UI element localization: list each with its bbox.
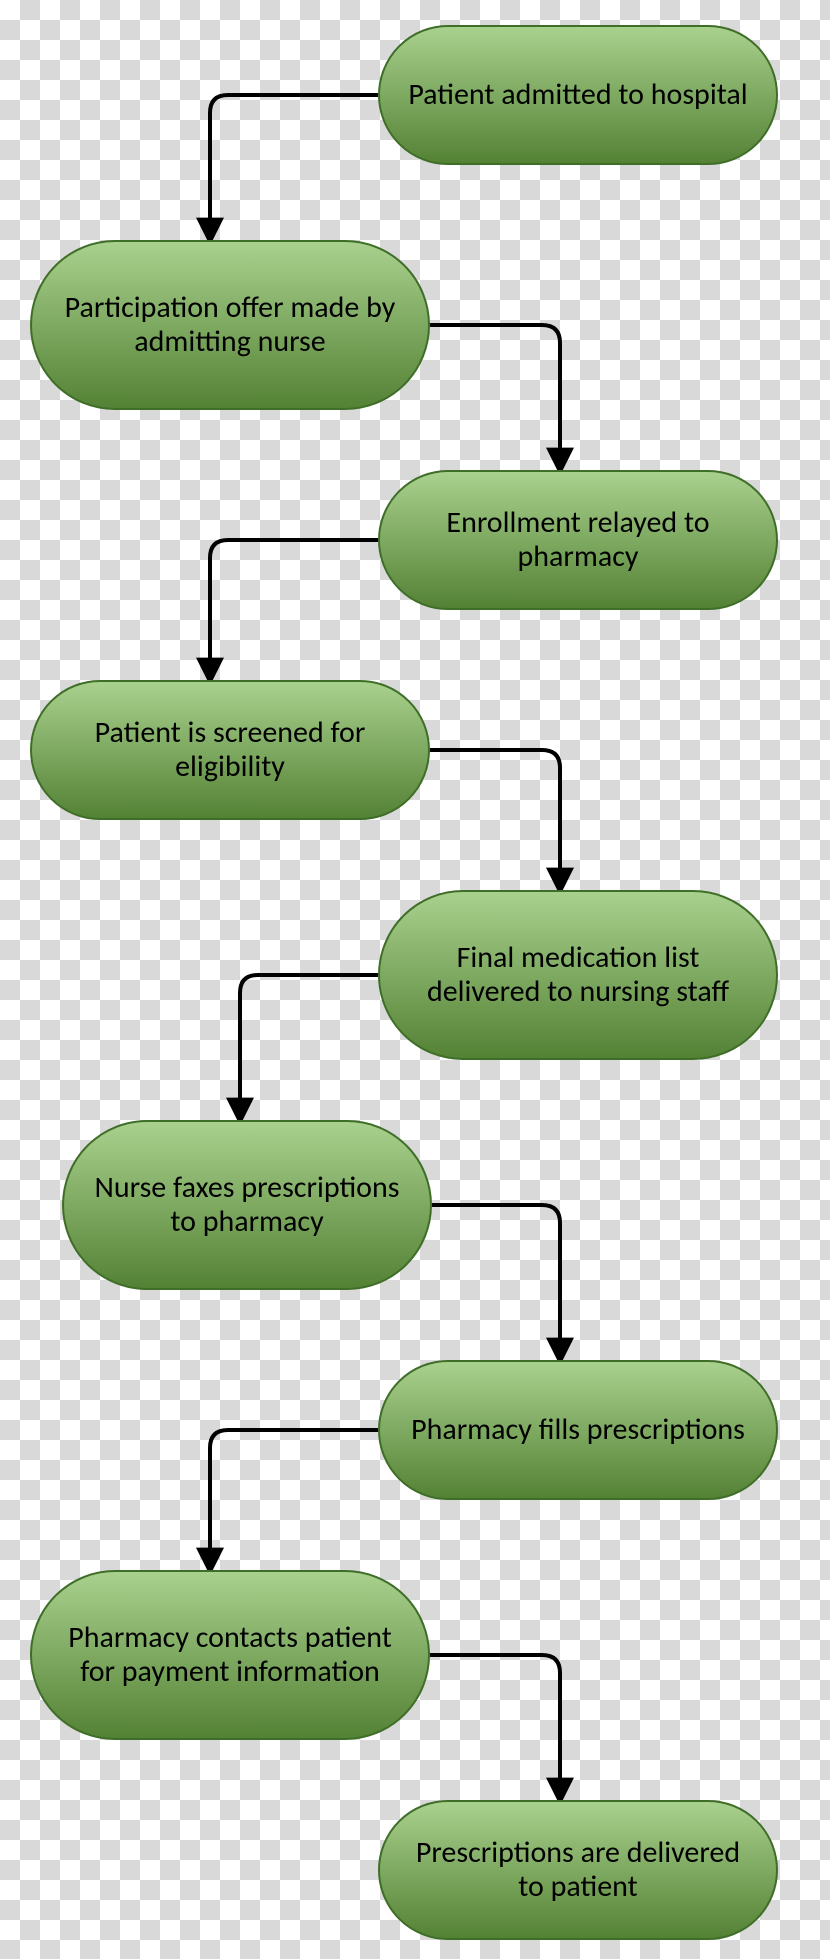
flowchart-edge-n7-n8 [210, 1430, 378, 1570]
flowchart-edge-n2-n3 [430, 325, 560, 470]
flowchart-edge-n3-n4 [210, 540, 378, 680]
flowchart-node-label: Participation offer made by admitting nu… [60, 291, 400, 360]
flowchart-edge-n1-n2 [210, 95, 378, 240]
flowchart-node-label: Prescriptions are delivered to patient [408, 1836, 748, 1905]
flowchart-node-n7: Pharmacy fills prescriptions [378, 1360, 778, 1500]
flowchart-node-label: Nurse faxes prescriptions to pharmacy [92, 1171, 402, 1240]
flowchart-node-n9: Prescriptions are delivered to patient [378, 1800, 778, 1940]
flowchart-node-label: Pharmacy contacts patient for payment in… [60, 1621, 400, 1690]
flowchart-node-label: Pharmacy fills prescriptions [411, 1413, 745, 1448]
flowchart-node-n4: Patient is screened for eligibility [30, 680, 430, 820]
flowchart-node-label: Final medication list delivered to nursi… [408, 941, 748, 1010]
flowchart-edge-n8-n9 [430, 1655, 560, 1800]
flowchart-node-n1: Patient admitted to hospital [378, 25, 778, 165]
flowchart-node-n3: Enrollment relayed to pharmacy [378, 470, 778, 610]
flowchart-edge-n4-n5 [430, 750, 560, 890]
flowchart-node-n5: Final medication list delivered to nursi… [378, 890, 778, 1060]
flowchart-node-label: Patient admitted to hospital [408, 78, 747, 113]
flowchart-node-n8: Pharmacy contacts patient for payment in… [30, 1570, 430, 1740]
flowchart-node-n2: Participation offer made by admitting nu… [30, 240, 430, 410]
flowchart-edge-n6-n7 [432, 1205, 560, 1360]
flowchart-edge-n5-n6 [240, 975, 378, 1120]
flowchart-node-label: Patient is screened for eligibility [60, 716, 400, 785]
flowchart-node-label: Enrollment relayed to pharmacy [408, 506, 748, 575]
flowchart-node-n6: Nurse faxes prescriptions to pharmacy [62, 1120, 432, 1290]
